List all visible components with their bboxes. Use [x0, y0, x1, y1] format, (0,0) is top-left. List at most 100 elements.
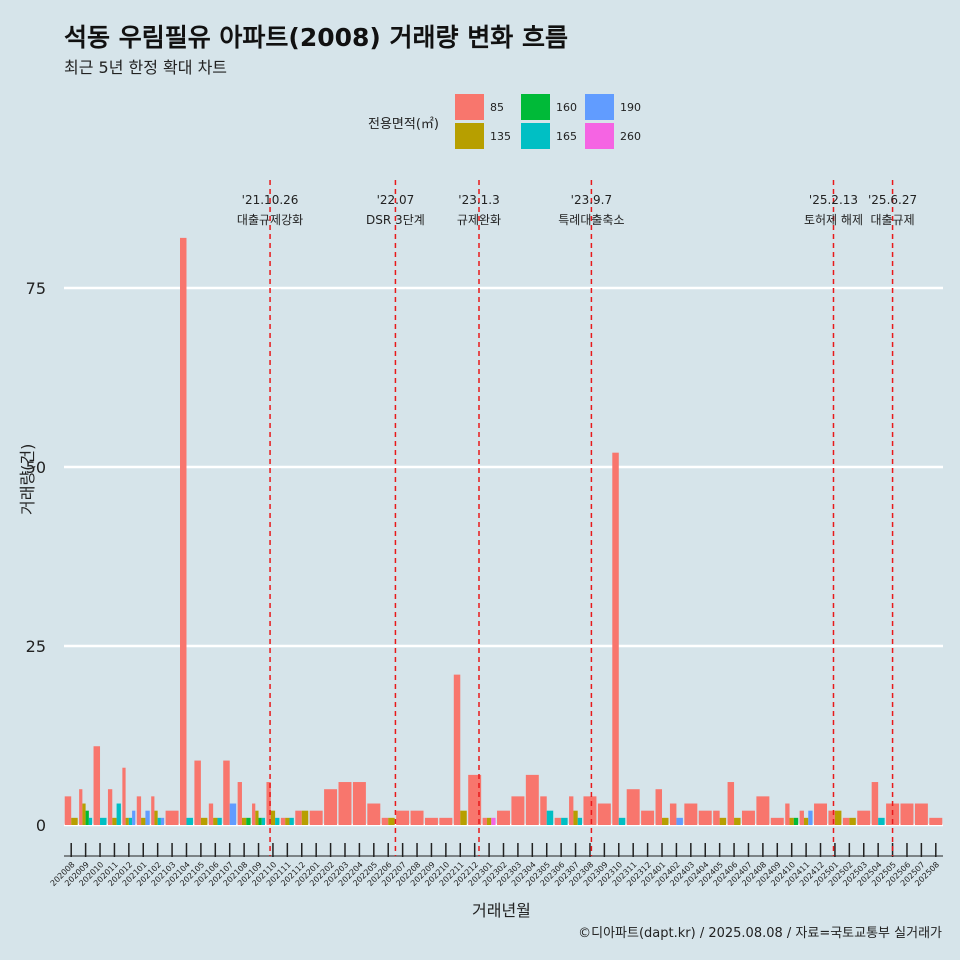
bar-135-202411: [803, 817, 809, 825]
bar-190-202012: [132, 810, 136, 825]
bar-85-202309: [597, 803, 611, 825]
bar-165-202111: [289, 817, 294, 825]
bar-85-202308: [583, 796, 597, 825]
y-tick-label: 0: [36, 816, 46, 835]
bar-85-202109: [252, 803, 256, 825]
event-label: 토허제 해제: [804, 213, 863, 227]
bar-85-202203: [338, 782, 352, 825]
bar-135-202101: [141, 817, 146, 825]
bar-85-202410: [785, 803, 790, 825]
bar-190-202402: [676, 817, 683, 825]
bar-85-202103: [165, 810, 179, 825]
bar-85-202210: [439, 817, 453, 825]
bar-85-202107: [223, 760, 230, 825]
legend-swatch: [455, 94, 484, 120]
bar-160-202009: [85, 810, 89, 825]
bar-135-202111: [285, 817, 290, 825]
legend-item-190: 190: [585, 94, 641, 120]
legend-swatch: [521, 94, 550, 120]
y-tick-label: 25: [26, 637, 46, 656]
bar-135-202105: [200, 817, 208, 825]
bar-85-202301: [482, 817, 487, 825]
bar-165-202010: [100, 817, 107, 825]
event-date-label: '23.9.7: [571, 193, 612, 207]
legend-item-165: 165: [521, 123, 577, 149]
bar-135-202011: [112, 817, 117, 825]
bar-165-202012: [128, 817, 133, 825]
legend-label: 85: [490, 100, 504, 114]
bar-85-202208: [410, 810, 424, 825]
event-label: 대출규제: [870, 213, 914, 227]
bar-190-202107: [229, 803, 237, 825]
bar-190-202102: [160, 817, 165, 825]
bar-85-202404: [698, 810, 712, 825]
legend-label: 135: [490, 129, 511, 143]
bar-85-202011: [107, 789, 113, 825]
legend-label: 160: [556, 100, 577, 114]
legend-item-85: 85: [455, 94, 504, 120]
bar-165-202307: [577, 817, 583, 825]
bar-165-202109: [261, 817, 266, 825]
chart-subtitle: 최근 5년 한정 확대 차트: [64, 58, 228, 77]
bar-85-202408: [756, 796, 770, 825]
legend-label: 165: [556, 129, 577, 143]
event-label: 특례대출축소: [558, 213, 624, 227]
bar-85-202411: [799, 810, 804, 825]
bar-165-202011: [116, 803, 121, 825]
bar-85-202201: [309, 810, 323, 825]
bar-85-202104: [179, 237, 187, 825]
bar-165-202305: [546, 810, 554, 825]
bar-260-202301: [491, 817, 496, 825]
bar-135-202110: [270, 810, 276, 825]
bar-135-202009: [82, 803, 86, 825]
bar-165-202306: [561, 817, 568, 825]
bar-165-202110: [275, 817, 280, 825]
bar-135-202410: [789, 817, 794, 825]
bar-135-202206: [388, 817, 395, 825]
bar-85-202401: [655, 789, 663, 825]
bar-85-202110: [266, 782, 271, 825]
bar-165-202009: [88, 817, 93, 825]
legend-title: 전용면적(㎡): [368, 117, 439, 132]
bar-135-202211: [460, 810, 467, 825]
legend-item-160: 160: [521, 94, 577, 120]
event-date-label: '25.6.27: [868, 193, 917, 207]
bar-85-202305: [540, 796, 547, 825]
event-date-label: '23.1.3: [458, 193, 499, 207]
bar-85-202302: [497, 810, 510, 825]
bar-85-202409: [770, 817, 784, 825]
legend-item-260: 260: [585, 123, 641, 149]
legend-swatch: [521, 123, 550, 149]
bar-135-202106: [213, 817, 218, 825]
bar-165-202104: [186, 817, 193, 825]
bar-135-202406: [734, 817, 741, 825]
bar-135-202012: [125, 817, 129, 825]
bar-160-202109: [258, 817, 262, 825]
bar-85-202106: [208, 803, 214, 825]
bar-85-202508: [929, 817, 943, 825]
bar-85-202010: [93, 746, 101, 825]
bar-135-202301: [486, 817, 492, 825]
bar-135-202405: [719, 817, 727, 825]
bar-85-202407: [741, 810, 755, 825]
bar-135-202102: [154, 810, 158, 825]
bar-85-202405: [713, 810, 720, 825]
bar-165-202102: [157, 817, 161, 825]
bar-165-202310: [618, 817, 626, 825]
bar-85-202507: [914, 803, 928, 825]
legend-item-135: 135: [455, 123, 511, 149]
source-caption: ©디아파트(dapt.kr) / 2025.08.08 / 자료=국토교통부 실…: [578, 926, 942, 941]
bar-85-202502: [842, 817, 850, 825]
bar-165-202504: [878, 817, 885, 825]
bar-85-202211: [453, 674, 461, 825]
bar-85-202506: [900, 803, 914, 825]
bar-85-202111: [280, 817, 286, 825]
bar-85-202504: [871, 782, 879, 825]
bar-85-202306: [554, 817, 562, 825]
bar-85-202101: [136, 796, 142, 825]
bar-85-202311: [626, 789, 640, 825]
bar-85-202304: [525, 774, 539, 825]
bar-85-202207: [396, 810, 410, 825]
bar-85-202108: [237, 782, 242, 825]
bar-85-202310: [612, 452, 619, 825]
